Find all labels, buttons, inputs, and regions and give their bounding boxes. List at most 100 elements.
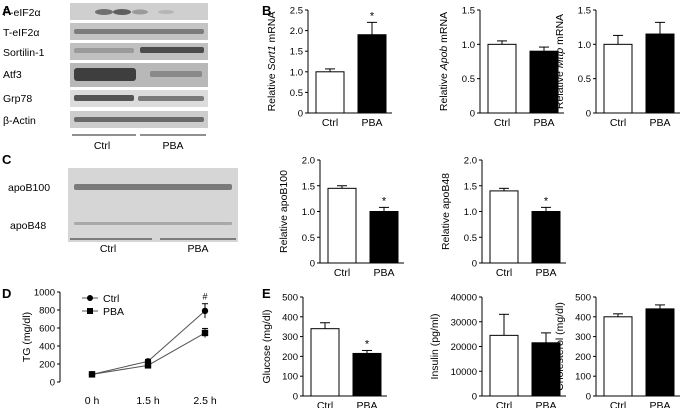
bar — [603, 43, 633, 114]
y-axis-label: Relative apoB100 — [278, 170, 290, 253]
y-axis-label: Glucose (mg/dl) — [261, 309, 273, 383]
y-axis-label: Relative Mttp mRNA — [554, 14, 566, 109]
bar — [369, 211, 399, 264]
y-tick-label: 0.5 — [302, 233, 315, 244]
y-axis-label: Relative Sort1 mRNA — [266, 12, 278, 112]
bar — [357, 34, 387, 114]
y-tick-label: 100 — [282, 372, 298, 383]
legend-marker-pba — [87, 308, 93, 314]
panel-c-blot: apoB100 apoB48 Ctrl PBA — [8, 168, 238, 255]
bar — [489, 190, 519, 264]
bar — [603, 316, 633, 397]
blot-label: apoB48 — [10, 220, 46, 232]
y-axis-label: TG (mg/dl) — [21, 312, 33, 362]
y-tick-label: 1.0 — [578, 40, 591, 51]
y-tick-label: 2.5 — [290, 6, 303, 17]
x-tick-label: PBA — [535, 400, 556, 408]
y-tick-label: 2.0 — [290, 26, 303, 37]
chart-tg: 0 200 400 600 800 1000 TG (mg/dl) 0 h 1.5 h 2.5 h… — [21, 288, 217, 408]
y-tick-label: 300 — [282, 332, 298, 343]
y-tick-label: 1.5 — [302, 181, 315, 192]
blot-label: Grp78 — [3, 93, 32, 105]
panel-letter-d: D — [2, 286, 11, 301]
bar — [315, 71, 345, 114]
y-tick-label: 0 — [586, 109, 591, 120]
y-tick-label: 0.5 — [290, 88, 303, 99]
x-tick-label: Ctrl — [494, 117, 510, 129]
y-tick-label: 0 — [586, 392, 591, 403]
x-tick-label: Ctrl — [317, 400, 333, 408]
y-tick-label: 1.5 — [290, 47, 303, 58]
panel-letter-c: C — [2, 152, 12, 167]
x-tick-label: 2.5 h — [193, 395, 217, 407]
y-tick-label: 0.5 — [462, 74, 475, 85]
blot-label: β-Actin — [3, 115, 36, 127]
blot-label: T-eIF2α — [3, 27, 39, 39]
x-tick-label: Ctrl — [610, 400, 626, 408]
y-tick-label: 0 — [470, 109, 475, 120]
x-tick-label: PBA — [533, 117, 554, 129]
y-tick-label: 300 — [575, 332, 591, 343]
y-tick-label: 100 — [575, 372, 591, 383]
blot-group-pba: PBA — [187, 243, 208, 255]
chart-apob48: 0 0.5 1.0 1.5 2.0 Relative apoB48 Ctrl PBA * — [440, 156, 566, 279]
blot-group-ctrl: Ctrl — [94, 140, 110, 152]
x-tick-label: Ctrl — [322, 117, 338, 129]
significance-marker: * — [544, 195, 549, 207]
y-tick-label: 0 — [472, 259, 477, 270]
x-tick-label: 0 h — [85, 395, 100, 407]
y-tick-label: 30000 — [451, 317, 477, 328]
blot-row-b-actin: β-Actin — [3, 111, 208, 128]
significance-marker: # — [202, 292, 207, 302]
y-tick-label: 10000 — [451, 367, 477, 378]
y-axis-label: Relative apoB48 — [440, 173, 452, 250]
blot-label: apoB100 — [8, 182, 50, 194]
y-tick-label: 200 — [39, 360, 55, 371]
y-tick-label: 0 — [50, 378, 55, 389]
data-point-ctrl — [201, 307, 209, 315]
bar — [645, 308, 675, 397]
y-tick-label: 0 — [293, 392, 298, 403]
x-tick-label: Ctrl — [334, 267, 350, 279]
blot-row-grp78: Grp78 — [3, 90, 208, 107]
chart-apob100: 0 0.5 1.0 1.5 2.0 Relative apoB100 Ctrl PBA * — [278, 156, 404, 279]
y-tick-label: 1.5 — [462, 6, 475, 17]
chart-glucose: 0 100 200 300 400 500 Glucose (mg/dl) Ctrl PBA * — [261, 293, 387, 408]
bar — [487, 43, 517, 114]
y-tick-label: 200 — [575, 352, 591, 363]
legend-marker-ctrl — [87, 295, 93, 301]
chart-sort1: 0 0.5 1.0 1.5 2.0 2.5 Relative Sort1 mRNA Ctrl P… — [266, 6, 392, 129]
y-axis-label: Relative Apob mRNA — [438, 12, 450, 111]
chart-mttp: 0 0.5 1.0 1.5 Relative Mttp mRNA Ctrl PBA — [554, 6, 680, 129]
y-tick-label: 500 — [282, 293, 298, 304]
y-tick-label: 1.5 — [578, 6, 591, 17]
legend-label: Ctrl — [103, 293, 119, 305]
panel-letter-b: B — [262, 3, 271, 18]
legend-label: PBA — [103, 306, 124, 318]
blot-label: P-eIF2α — [3, 7, 41, 19]
chart-insulin: 0 10000 20000 30000 40000 Insulin (pg/ml) Ctrl… — [429, 293, 566, 408]
bar — [529, 50, 559, 114]
panel-letter-e: E — [262, 286, 271, 301]
bar — [489, 334, 519, 397]
y-tick-label: 1.0 — [462, 40, 475, 51]
blot-row-atf3: Atf3 — [3, 63, 208, 87]
y-axis-label: Cholesterol (mg/dl) — [554, 302, 566, 391]
data-point-pba — [144, 362, 152, 369]
y-tick-label: 2.0 — [464, 156, 477, 167]
y-tick-label: 1.5 — [464, 181, 477, 192]
x-tick-label: PBA — [649, 117, 670, 129]
significance-marker: * — [370, 10, 375, 22]
y-tick-label: 0.5 — [578, 74, 591, 85]
blot-group-ctrl: Ctrl — [100, 243, 116, 255]
x-tick-label: PBA — [649, 400, 670, 408]
bar — [352, 352, 382, 397]
x-tick-label: PBA — [361, 117, 382, 129]
y-tick-label: 0 — [472, 392, 477, 403]
panel-a-blot: P-eIF2α T-eIF2α Sortilin-1 Atf3 Grp78 — [3, 3, 208, 152]
blot-row-sortilin-1: Sortilin-1 — [3, 43, 208, 60]
blot-row-t-eif2a: T-eIF2α — [3, 23, 208, 40]
x-tick-label: Ctrl — [496, 400, 512, 408]
y-tick-label: 20000 — [451, 342, 477, 353]
chart-cholesterol: 0 100 200 300 400 500 Cholesterol (mg/dl) Ctrl P… — [554, 293, 680, 408]
